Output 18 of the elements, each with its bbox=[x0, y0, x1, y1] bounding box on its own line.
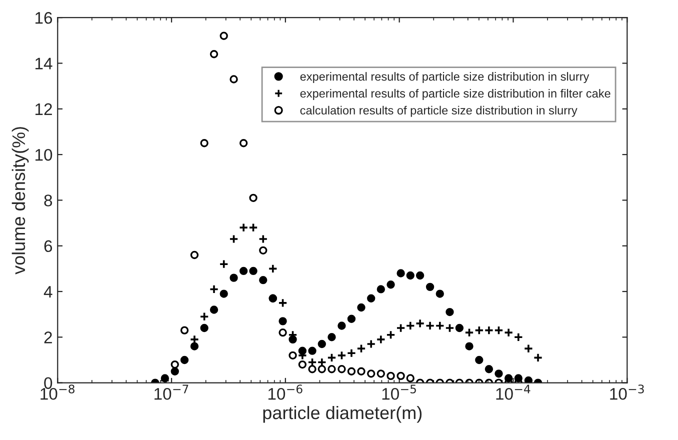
y-tick-label: 2 bbox=[44, 332, 52, 344]
y-axis-title: volume density(%) bbox=[12, 127, 29, 274]
x-axis-title: particle diameter(m) bbox=[263, 406, 422, 423]
y-tick-label: 10 bbox=[36, 148, 52, 161]
y-tick-label: 8 bbox=[44, 194, 52, 206]
y-tick-label: 16 bbox=[36, 12, 52, 24]
x-tick-label: 10$^{−6}$ bbox=[268, 384, 302, 400]
legend-label: experimental results of particle size distribution in slurry bbox=[300, 72, 590, 84]
y-tick-label: 6 bbox=[44, 240, 52, 252]
x-tick-label: 10$^{−7}$ bbox=[154, 384, 188, 400]
legend-label: calculation results of particle size distribution in slurry bbox=[300, 106, 578, 117]
x-tick-label: 10$^{−5}$ bbox=[382, 384, 416, 400]
x-tick-label: 10$^{−3}$ bbox=[610, 384, 644, 400]
y-tick-label: 14 bbox=[36, 58, 52, 70]
x-tick-label: 10$^{−4}$ bbox=[496, 384, 530, 400]
y-tick-label: 4 bbox=[44, 286, 52, 298]
y-tick-label: 12 bbox=[36, 103, 52, 115]
legend-label: experimental results of particle size distribution in filter cake bbox=[300, 88, 610, 100]
